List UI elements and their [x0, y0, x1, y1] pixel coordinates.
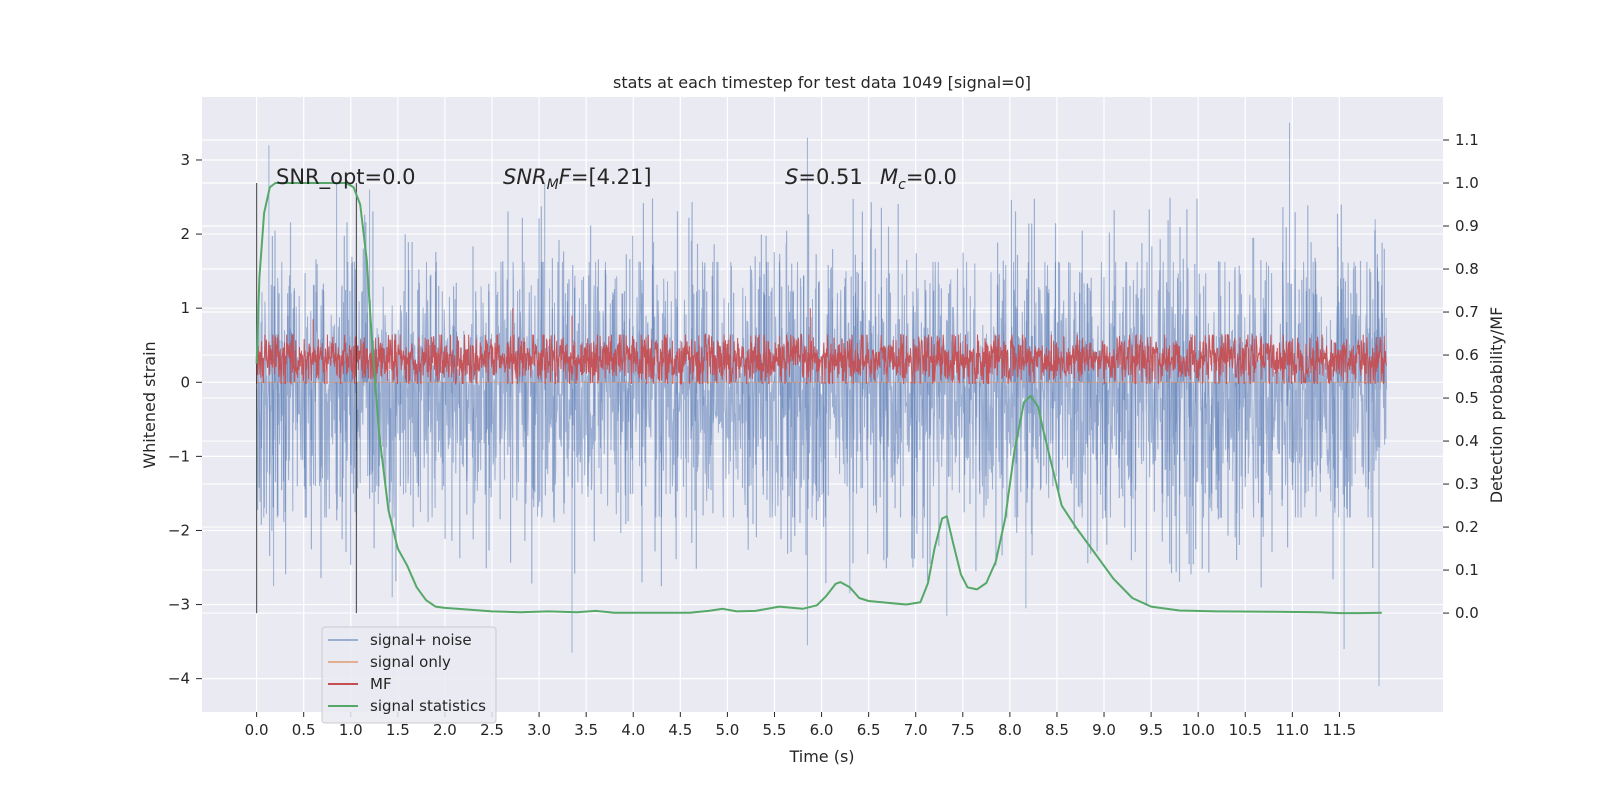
- y2-tick-label-1: 0.1: [1455, 561, 1479, 579]
- y-tick-label-3: −1: [168, 447, 190, 465]
- y-tick-label-6: 2: [180, 225, 190, 243]
- legend-box: [321, 626, 497, 724]
- x-tick-label-15: 7.5: [951, 721, 975, 739]
- s-annotation: S=0.51: [785, 165, 863, 189]
- marker-lines: [256, 183, 358, 614]
- legend: signal+ noise signal only MF signal stat…: [321, 626, 497, 724]
- y2-tick-label-11: 1.1: [1455, 131, 1479, 149]
- x-tick-label-8: 4.0: [621, 721, 645, 739]
- signal-statistics-layer: [255, 182, 1382, 615]
- y2-tick-label-0: 0.0: [1455, 604, 1479, 622]
- x-ticks: 0.0 0.5 1.0 1.5 2.0 2.5 3.0 3.5 4.0 4.5 5.0 5.5 6.0 6…: [245, 712, 1356, 739]
- x-axis-label: Time (s): [788, 747, 854, 766]
- legend-label-signal-noise: signal+ noise: [370, 631, 472, 649]
- x-tick-label-18: 9.0: [1092, 721, 1116, 739]
- x-tick-label-16: 8.0: [998, 721, 1022, 739]
- x-tick-label-22: 11.0: [1276, 721, 1309, 739]
- x-tick-label-5: 2.5: [480, 721, 504, 739]
- legend-label-signal-statistics: signal statistics: [370, 697, 486, 715]
- x-tick-label-6: 3.0: [527, 721, 551, 739]
- chart-title: stats at each timestep for test data 104…: [613, 73, 1031, 92]
- y2-tick-label-8: 0.8: [1455, 260, 1479, 278]
- y2-tick-label-7: 0.7: [1455, 303, 1479, 321]
- y2-axis-label: Detection probability/MF: [1487, 307, 1506, 504]
- series-signal-statistics: [255, 182, 1382, 615]
- y2-ticks: 0.0 0.1 0.2 0.3 0.4 0.5 0.6 0.7 0.8 0.9 1.0 1.1: [1443, 131, 1479, 622]
- y-ticks: −4 −3 −2 −1 0 1 2 3: [168, 151, 202, 688]
- x-tick-label-23: 11.5: [1323, 721, 1356, 739]
- y2-tick-label-2: 0.2: [1455, 518, 1479, 536]
- x-tick-label-21: 10.5: [1229, 721, 1262, 739]
- series-mf: [256, 308, 1387, 386]
- x-tick-label-0: 0.0: [245, 721, 269, 739]
- y-tick-label-1: −3: [168, 596, 190, 614]
- x-tick-label-3: 1.5: [386, 721, 410, 739]
- x-tick-label-2: 1.0: [339, 721, 363, 739]
- y-tick-label-2: −2: [168, 521, 190, 539]
- y2-tick-label-4: 0.4: [1455, 432, 1479, 450]
- x-tick-label-19: 9.5: [1139, 721, 1163, 739]
- mc-value: 0.0: [923, 165, 956, 189]
- snr-mf-value: [4.21]: [588, 165, 651, 189]
- mc-annotation: Mc=0.0: [880, 165, 957, 193]
- legend-label-signal-only: signal only: [370, 653, 451, 671]
- data-layer: [256, 122, 1387, 687]
- x-tick-label-13: 6.5: [857, 721, 881, 739]
- x-tick-label-1: 0.5: [292, 721, 316, 739]
- y-tick-label-5: 1: [180, 299, 190, 317]
- y-axis-label: Whitened strain: [140, 341, 159, 468]
- y2-tick-label-9: 0.9: [1455, 217, 1479, 235]
- y2-tick-label-5: 0.5: [1455, 389, 1479, 407]
- snr-mf-annotation: SNRMF=[4.21]: [503, 165, 652, 193]
- x-tick-label-14: 7.0: [904, 721, 928, 739]
- x-tick-label-9: 4.5: [668, 721, 692, 739]
- y-tick-label-0: −4: [168, 670, 190, 688]
- x-tick-label-17: 8.5: [1045, 721, 1069, 739]
- x-tick-label-12: 6.0: [810, 721, 834, 739]
- y2-tick-label-10: 1.0: [1455, 174, 1479, 192]
- s-value: 0.51: [816, 165, 863, 189]
- x-tick-label-4: 2.0: [433, 721, 457, 739]
- y-tick-label-4: 0: [180, 373, 190, 391]
- x-tick-label-20: 10.0: [1181, 721, 1214, 739]
- y2-tick-label-6: 0.6: [1455, 346, 1479, 364]
- x-tick-label-11: 5.5: [763, 721, 787, 739]
- snr-opt-annotation: SNR_opt=0.0: [276, 165, 416, 190]
- y2-tick-label-3: 0.3: [1455, 475, 1479, 493]
- x-tick-label-7: 3.5: [574, 721, 598, 739]
- x-tick-label-10: 5.0: [715, 721, 739, 739]
- legend-label-mf: MF: [370, 675, 392, 693]
- y-tick-label-7: 3: [180, 151, 190, 169]
